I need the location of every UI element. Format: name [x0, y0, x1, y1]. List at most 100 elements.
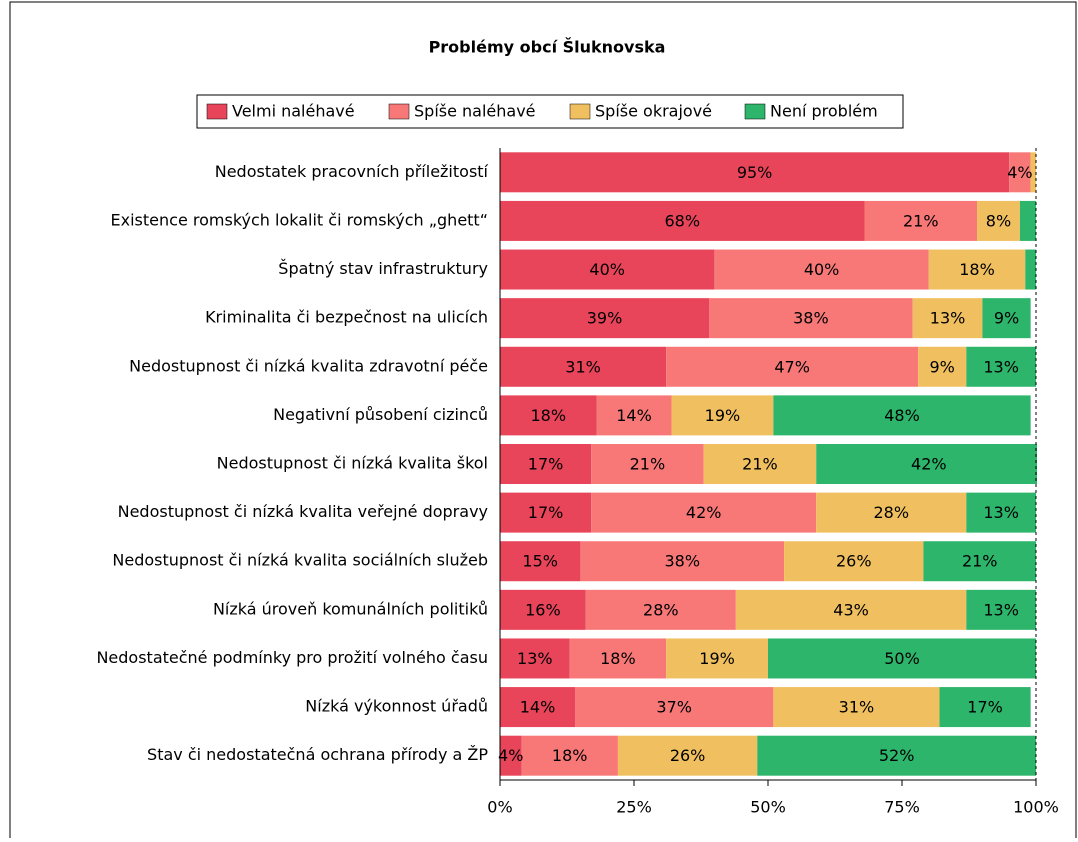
bar-segment: [1019, 200, 1036, 241]
y-tick-label: Nedostupnost či nízká kvalita sociálních…: [112, 551, 488, 570]
y-tick-label: Nedostatečné podmínky pro prožití volnéh…: [96, 648, 488, 667]
y-tick-label: Nedostupnost či nízká kvalita zdravotní …: [129, 356, 488, 375]
y-tick-label: Existence romských lokalit či romských „…: [111, 210, 488, 229]
bar-segment: [500, 298, 710, 339]
bar-segment: [596, 395, 672, 436]
x-tick-label: 25%: [616, 798, 652, 817]
y-tick-label: Nízká výkonnost úřadů: [305, 697, 488, 716]
bar-segment: [666, 346, 919, 387]
bar-segment: [500, 638, 570, 679]
data-label: 8%: [986, 211, 1011, 230]
data-label: 28%: [873, 503, 909, 522]
data-label: 13%: [517, 649, 553, 668]
y-tick-label: Stav či nedostatečná ochrana přírody a Ž…: [147, 745, 488, 764]
bar-segment: [773, 687, 940, 728]
plot: [500, 152, 1037, 776]
legend-swatch: [744, 103, 766, 120]
y-tick-label: Negativní působení cizinců: [273, 405, 488, 424]
data-label: 13%: [930, 309, 966, 328]
data-label: 39%: [587, 309, 623, 328]
bar-segment: [500, 346, 667, 387]
bar-segment: [714, 249, 929, 290]
x-tick-label: 75%: [884, 798, 920, 817]
bar-segment: [709, 298, 913, 339]
data-label: 17%: [967, 698, 1003, 717]
bar-segment: [575, 687, 774, 728]
data-label: 19%: [699, 649, 735, 668]
data-label: 42%: [911, 455, 947, 474]
bar-segment: [966, 492, 1036, 533]
data-label: 21%: [962, 552, 998, 571]
data-label: 15%: [522, 552, 558, 571]
data-label: 31%: [565, 357, 601, 376]
data-label: 16%: [525, 600, 561, 619]
legend-label: Není problém: [770, 102, 878, 121]
data-label: 4%: [498, 746, 523, 765]
chart-title: Problémy obcí Šluknovska: [429, 38, 666, 57]
data-label: 13%: [983, 503, 1019, 522]
bar-segment: [757, 735, 1036, 776]
data-label: 37%: [656, 698, 692, 717]
data-label: 38%: [793, 309, 829, 328]
data-label: 42%: [686, 503, 722, 522]
x-tick-label: 50%: [750, 798, 786, 817]
bar-segment: [735, 589, 967, 630]
data-label: 13%: [983, 600, 1019, 619]
bar-segment: [591, 444, 704, 484]
data-label: 18%: [552, 746, 588, 765]
bar-segment: [928, 249, 1026, 290]
data-label: 17%: [528, 455, 564, 474]
bar-segment: [666, 638, 768, 679]
legend-label: Spíše naléhavé: [414, 102, 536, 121]
data-label: 4%: [1007, 163, 1032, 182]
data-label: 18%: [959, 260, 995, 279]
bar-segment: [966, 346, 1036, 387]
data-label: 40%: [589, 260, 625, 279]
data-label: 26%: [836, 552, 872, 571]
bar-segment: [500, 687, 576, 728]
legend-label: Spíše okrajové: [595, 102, 712, 121]
data-label: 26%: [670, 746, 706, 765]
data-label: 68%: [664, 211, 700, 230]
bar-segment: [500, 249, 715, 290]
bar-segment: [864, 200, 978, 241]
data-label: 31%: [839, 698, 875, 717]
bar-segment: [923, 541, 1036, 582]
bar-segment: [1009, 152, 1031, 193]
y-tick-label: Kriminalita či bezpečnost na ulicích: [205, 308, 488, 327]
bar-segment: [784, 541, 924, 582]
data-label: 17%: [528, 503, 564, 522]
data-label: 13%: [983, 357, 1019, 376]
y-tick-label: Nedostatek pracovních příležitostí: [215, 162, 489, 181]
bar-segment: [500, 541, 581, 582]
bar-segment: [671, 395, 774, 436]
bar-segment: [703, 444, 817, 484]
bar-segment: [569, 638, 667, 679]
bar-segment: [591, 492, 817, 533]
y-tick-label: Nedostupnost či nízká kvalita veřejné do…: [118, 502, 488, 521]
data-label: 21%: [630, 455, 666, 474]
y-tick-label: Nízká úroveň komunálních politiků: [213, 599, 488, 618]
bar-segment: [500, 735, 522, 776]
data-label: 14%: [616, 406, 652, 425]
bar-segment: [500, 492, 592, 533]
data-label: 9%: [930, 357, 955, 376]
bar-segment: [939, 687, 1031, 728]
y-tick-label: Špatný stav infrastruktury: [278, 259, 488, 278]
legend-swatch: [569, 103, 591, 120]
bar-segment: [912, 298, 983, 339]
data-label: 21%: [742, 455, 778, 474]
data-label: 21%: [903, 211, 939, 230]
legend-label: Velmi naléhavé: [232, 102, 355, 121]
bar-segment: [816, 444, 1037, 484]
bar-segment: [918, 346, 967, 387]
bar-segment: [1025, 249, 1036, 290]
data-label: 9%: [994, 309, 1019, 328]
data-label: 18%: [600, 649, 636, 668]
bar-segment: [816, 492, 967, 533]
data-label: 40%: [804, 260, 840, 279]
data-label: 52%: [879, 746, 915, 765]
bar-segment: [500, 589, 586, 630]
bar-segment: [500, 444, 592, 484]
